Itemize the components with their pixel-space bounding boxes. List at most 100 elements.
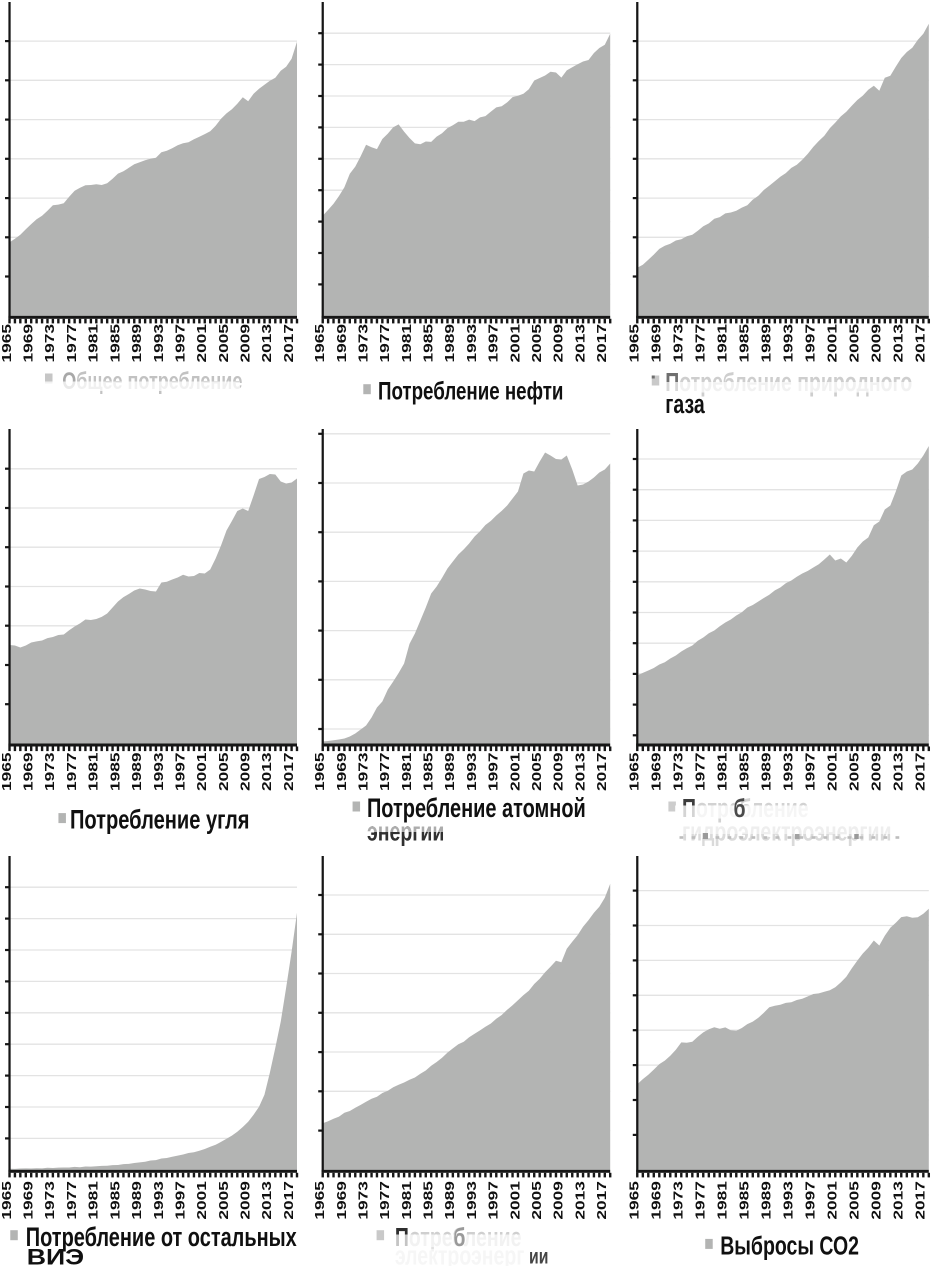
svg-text:1985: 1985 (421, 1181, 435, 1220)
svg-text:1993: 1993 (465, 324, 479, 362)
svg-text:1997: 1997 (487, 324, 501, 362)
svg-text:1989: 1989 (760, 324, 774, 362)
svg-text:2005: 2005 (217, 1181, 231, 1220)
svg-text:1985: 1985 (738, 752, 752, 791)
svg-text:1969: 1969 (335, 753, 349, 791)
svg-text:1997: 1997 (804, 1181, 818, 1219)
svg-text:1977: 1977 (694, 1181, 708, 1219)
svg-text:2009: 2009 (870, 324, 884, 362)
svg-text:1989: 1989 (443, 1181, 457, 1219)
svg-text:1985: 1985 (738, 1181, 752, 1220)
svg-text:2001: 2001 (826, 323, 840, 362)
svg-text:газа: газа (665, 389, 705, 418)
svg-text:1965: 1965 (313, 1181, 327, 1220)
svg-text:1977: 1977 (65, 1181, 79, 1219)
svg-text:1969: 1969 (335, 324, 349, 362)
svg-text:1981: 1981 (400, 1181, 414, 1220)
svg-text:2001: 2001 (195, 323, 209, 362)
svg-text:1981: 1981 (87, 323, 101, 362)
svg-text:2017: 2017 (595, 324, 609, 362)
svg-text:1977: 1977 (65, 324, 79, 362)
svg-text:1985: 1985 (108, 1181, 122, 1220)
svg-text:1981: 1981 (400, 323, 414, 362)
svg-text:1977: 1977 (378, 1181, 392, 1219)
svg-text:2009: 2009 (552, 753, 566, 791)
svg-text:1969: 1969 (22, 1181, 36, 1219)
svg-text:1989: 1989 (130, 324, 144, 362)
svg-text:1993: 1993 (152, 753, 166, 791)
svg-text:1965: 1965 (628, 752, 642, 791)
svg-text:1981: 1981 (716, 323, 730, 362)
svg-text:2017: 2017 (914, 753, 928, 791)
svg-text:б: б (453, 1222, 465, 1251)
svg-text:1993: 1993 (782, 324, 796, 362)
svg-text:2017: 2017 (914, 324, 928, 362)
svg-text:1993: 1993 (465, 1181, 479, 1219)
svg-text:1981: 1981 (400, 752, 414, 791)
svg-text:2005: 2005 (530, 1181, 544, 1220)
svg-text:1973: 1973 (672, 1181, 686, 1219)
svg-text:2009: 2009 (238, 753, 252, 791)
svg-text:1973: 1973 (43, 324, 57, 362)
svg-text:1997: 1997 (487, 753, 501, 791)
svg-text:2001: 2001 (195, 1181, 209, 1220)
svg-text:1997: 1997 (173, 1181, 187, 1219)
svg-text:2001: 2001 (508, 1181, 522, 1220)
svg-text:1993: 1993 (152, 324, 166, 362)
svg-text:Выбросы СО2: Выбросы СО2 (720, 1231, 859, 1260)
svg-text:1997: 1997 (804, 753, 818, 791)
svg-text:1981: 1981 (87, 1181, 101, 1220)
svg-text:2013: 2013 (892, 1181, 906, 1219)
svg-text:1993: 1993 (782, 1181, 796, 1219)
svg-text:2013: 2013 (573, 1181, 587, 1219)
svg-text:2001: 2001 (826, 1181, 840, 1220)
svg-text:1977: 1977 (378, 324, 392, 362)
svg-text:1965: 1965 (0, 1181, 14, 1220)
svg-text:1989: 1989 (760, 753, 774, 791)
svg-text:1969: 1969 (335, 1181, 349, 1219)
svg-text:2017: 2017 (282, 1181, 296, 1219)
svg-text:2017: 2017 (282, 753, 296, 791)
svg-text:1985: 1985 (108, 752, 122, 791)
svg-text:1989: 1989 (443, 753, 457, 791)
svg-text:1973: 1973 (356, 324, 370, 362)
svg-text:2009: 2009 (870, 753, 884, 791)
svg-text:1973: 1973 (43, 753, 57, 791)
svg-text:1965: 1965 (0, 752, 14, 791)
svg-text:Потребление угля: Потребление угля (70, 806, 250, 835)
svg-text:1981: 1981 (716, 1181, 730, 1220)
svg-text:1965: 1965 (313, 323, 327, 362)
svg-text:2013: 2013 (260, 324, 274, 362)
svg-text:2017: 2017 (595, 753, 609, 791)
svg-text:1985: 1985 (421, 323, 435, 362)
svg-text:1985: 1985 (738, 323, 752, 362)
svg-text:1977: 1977 (378, 753, 392, 791)
svg-text:2005: 2005 (217, 323, 231, 362)
svg-text:1997: 1997 (804, 324, 818, 362)
svg-text:Потребление от остальных: Потребление от остальных (26, 1222, 297, 1251)
svg-text:2009: 2009 (870, 1181, 884, 1219)
svg-text:2009: 2009 (238, 1181, 252, 1219)
svg-text:2017: 2017 (595, 1181, 609, 1219)
svg-text:б: б (734, 793, 746, 822)
svg-text:2013: 2013 (573, 324, 587, 362)
svg-text:2001: 2001 (508, 752, 522, 791)
svg-text:1985: 1985 (421, 752, 435, 791)
svg-text:Потребление атомной: Потребление атомной (367, 793, 586, 822)
svg-text:2009: 2009 (552, 324, 566, 362)
svg-text:2013: 2013 (260, 1181, 274, 1219)
svg-text:2017: 2017 (282, 324, 296, 362)
svg-text:1977: 1977 (694, 324, 708, 362)
svg-text:1969: 1969 (650, 1181, 664, 1219)
svg-text:1965: 1965 (0, 323, 14, 362)
svg-text:1969: 1969 (650, 753, 664, 791)
svg-text:1989: 1989 (443, 324, 457, 362)
svg-text:2001: 2001 (508, 323, 522, 362)
svg-text:2013: 2013 (892, 753, 906, 791)
svg-text:2013: 2013 (260, 753, 274, 791)
svg-text:1997: 1997 (487, 1181, 501, 1219)
svg-text:1993: 1993 (782, 753, 796, 791)
svg-text:ВИЭ: ВИЭ (27, 1245, 85, 1266)
svg-text:1965: 1965 (628, 1181, 642, 1220)
svg-text:ии: ии (529, 1244, 548, 1266)
